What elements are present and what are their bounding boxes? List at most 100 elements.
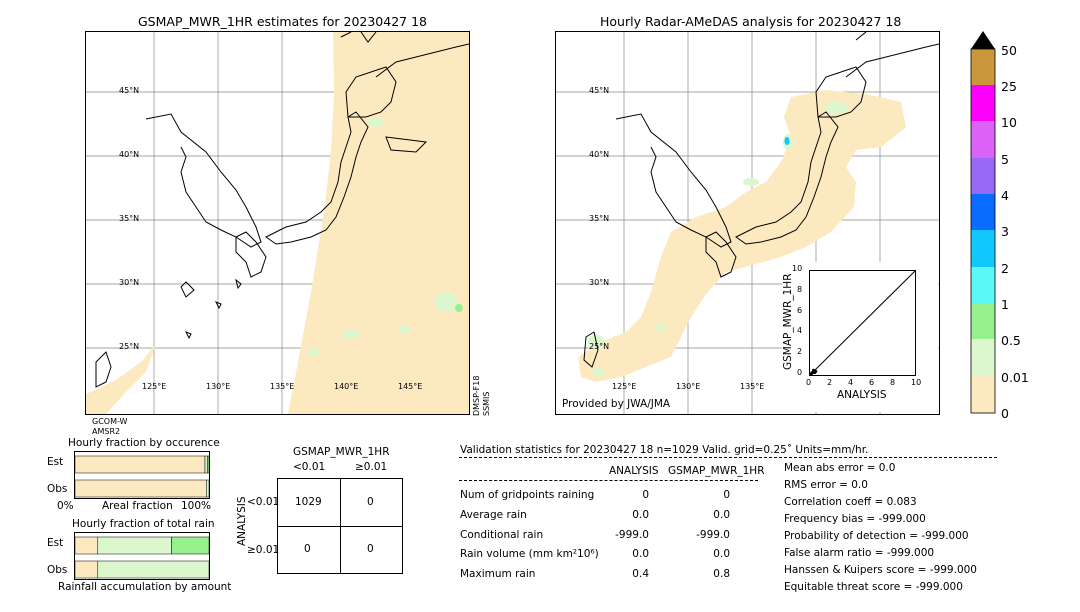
occurrence-axis-mid: Areal fraction: [102, 500, 173, 512]
scatter-ytick-label: 0: [797, 368, 803, 377]
contingency-title: GSMAP_MWR_1HR: [293, 446, 390, 458]
occurrence-axis-right: 100%: [181, 500, 212, 512]
validation-row-label: Conditional rain: [460, 529, 544, 541]
left-map-panel: 45°N 40°N 35°N 30°N 25°N 125°E 130°E 135…: [85, 31, 470, 415]
colorbar-label-4: 4: [1001, 188, 1009, 203]
score-line: Frequency bias = -999.000: [784, 513, 926, 525]
colorbar-label-50: 50: [1001, 43, 1017, 58]
scatter-xtick-label: 6: [869, 378, 875, 387]
right-sensor-name-1: DMSP-F18: [472, 375, 481, 416]
scatter-xtick-label: 8: [890, 378, 896, 387]
validation-row-label: Rain volume (mm km²10⁶): [460, 548, 599, 560]
occurrence-axes: [74, 451, 210, 499]
colorbar-label-3: 3: [1001, 224, 1009, 239]
right-lat-label-25: 25°N: [589, 342, 610, 351]
validation-row-label: Num of gridpoints raining: [460, 489, 595, 501]
left-lat-label-40: 40°N: [119, 150, 140, 159]
left-lat-label-25: 25°N: [119, 342, 140, 351]
occurrence-title: Hourly fraction by occurence: [68, 437, 220, 449]
score-line: Equitable threat score = -999.000: [784, 581, 963, 593]
scatter-xtick-label: 2: [827, 378, 833, 387]
total-rain-row-obs: Obs: [47, 564, 68, 576]
colorbar-label-2: 2: [1001, 261, 1009, 276]
scatter-ytick-label: 2: [797, 347, 803, 357]
left-lon-label-125: 125°E: [142, 382, 167, 391]
contingency-row-ge: ≥0.01: [247, 544, 280, 556]
occurrence-bar-est-0: [75, 455, 206, 474]
validation-row-label: Average rain: [460, 509, 527, 521]
contingency-cell-11: 0: [367, 543, 374, 555]
validation-row-analysis: 0.0: [632, 548, 649, 560]
left-sensor-name-2: AMSR2: [92, 427, 121, 436]
right-sensor-name-2: SSMIS: [482, 391, 491, 417]
left-lon-label-145: 145°E: [398, 382, 423, 391]
left-swath-corner: [86, 344, 156, 414]
occurrence-bar-est-2: [207, 455, 209, 474]
scatter-ylabel: GSMAP_MWR_1HR: [782, 273, 794, 370]
contingency-col-ge: ≥0.01: [355, 461, 388, 473]
validation-row-analysis: -999.0: [615, 529, 649, 541]
right-rain-spot: [784, 137, 790, 145]
contingency-cell-00: 1029: [295, 496, 322, 508]
colorbar-swatch-1: [971, 303, 995, 339]
left-sensor-name-1: GCOM-W: [92, 417, 128, 426]
right-lon-label-135: 135°E: [740, 382, 765, 391]
contingency-col-lt: <0.01: [293, 461, 326, 473]
scatter-ytick-label: 10: [792, 264, 803, 273]
scatter-ytick-label: 8: [797, 284, 803, 294]
validation-row-analysis: 0.0: [632, 509, 649, 521]
validation-row-gsmap: -999.0: [696, 529, 730, 541]
validation-row-analysis: 0: [642, 489, 649, 501]
right-lon-label-130: 130°E: [676, 382, 701, 391]
right-lat-label-40: 40°N: [589, 150, 610, 159]
contingency-table: [277, 478, 403, 574]
occurrence-bar-obs-0: [75, 479, 207, 498]
total-rain-axes: [74, 532, 210, 580]
right-map-svg: [556, 32, 939, 414]
validation-row-analysis: 0.4: [632, 568, 649, 580]
colorbar-swatch-25: [971, 85, 995, 121]
validation-row-gsmap: 0.0: [713, 548, 730, 560]
score-line: False alarm ratio = -999.000: [784, 547, 935, 559]
left-lat-label-45: 45°N: [119, 86, 140, 95]
right-lat-label-35: 35°N: [589, 214, 610, 223]
colorbar-swatch-05: [971, 339, 995, 376]
left-map-svg: [86, 32, 469, 414]
validation-col-gsmap: GSMAP_MWR_1HR: [668, 465, 765, 477]
colorbar-label-1: 1: [1001, 297, 1009, 312]
total-rain-footer: Rainfall accumulation by amount: [58, 581, 232, 593]
colorbar-label-5: 5: [1001, 152, 1009, 167]
colorbar-label-001: 0.01: [1001, 370, 1029, 385]
colorbar-swatch-10: [971, 121, 995, 158]
colorbar-label-10: 10: [1001, 115, 1017, 130]
occurrence-row-est: Est: [47, 456, 64, 468]
validation-row-gsmap: 0.0: [713, 509, 730, 521]
validation-header-rule: [459, 457, 997, 458]
total-rain-bar-obs-0: [75, 560, 99, 579]
validation-header: Validation statistics for 20230427 18 n=…: [460, 444, 869, 456]
colorbar: [970, 31, 996, 414]
total-rain-bar-obs-1: [97, 560, 209, 579]
score-line: Correlation coeff = 0.083: [784, 496, 917, 508]
scatter-xlabel: ANALYSIS: [837, 389, 887, 401]
right-coastlines: [583, 32, 939, 368]
left-rain-patches: [308, 117, 458, 356]
colorbar-frame: [970, 48, 996, 414]
left-swath-area: [288, 32, 469, 414]
total-rain-row-est: Est: [47, 537, 64, 549]
scatter-ytick-label: 6: [797, 305, 803, 315]
contingency-cell-10: 0: [304, 543, 311, 555]
scatter-inset-plot: [809, 270, 916, 376]
validation-col-rule: [459, 480, 758, 481]
occurrence-bars: [75, 455, 209, 498]
colorbar-swatch-2: [971, 267, 995, 303]
total-rain-bar-est-0: [75, 536, 99, 555]
left-lon-label-140: 140°E: [334, 382, 359, 391]
left-lon-label-130: 130°E: [206, 382, 231, 391]
occurrence-bar-est-1: [204, 455, 208, 474]
left-lon-label-135: 135°E: [270, 382, 295, 391]
score-line: RMS error = 0.0: [784, 479, 868, 491]
total-rain-bars: [75, 536, 209, 579]
scatter-point: [814, 369, 818, 374]
